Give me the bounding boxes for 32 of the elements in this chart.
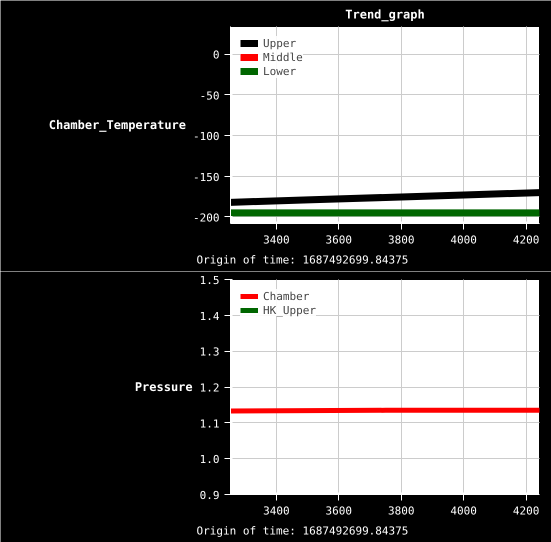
y-tick-label: -100 (193, 130, 220, 144)
y-axis-title: Pressure (134, 380, 193, 394)
legend-label: Chamber (263, 289, 310, 303)
x-tick-label: 3600 (326, 234, 352, 246)
text: Origin of time: 1687492699.84375 (196, 254, 408, 266)
y-tick-label: -50 (200, 89, 220, 102)
y-tick-label: 1.0 (200, 453, 220, 466)
legend-label: HK_Upper (263, 303, 316, 317)
y-tick-label: 1.2 (200, 382, 220, 394)
x-tick-label: 3800 (388, 504, 414, 518)
x-tick-label: 3400 (263, 504, 290, 518)
y-tick-label: 0.9 (200, 489, 220, 502)
y-tick-label: -200 (193, 211, 220, 224)
y-tick-label: -150 (193, 170, 220, 184)
x-tick-label: 4000 (450, 234, 477, 246)
legend-label: Middle (263, 50, 303, 64)
legend-label: Lower (263, 64, 296, 78)
x-tick-label: 4200 (512, 234, 540, 246)
y-axis-title: Chamber_Temperature (48, 118, 186, 132)
x-tick-label: 3600 (326, 504, 352, 518)
y-tick-label: 1.3 (200, 346, 220, 359)
x-tick-label: 3800 (388, 234, 414, 246)
y-tick-label: 1.4 (200, 310, 220, 323)
y-tick-label: 1.1 (200, 417, 220, 430)
chart-title: Trend_graph (345, 8, 425, 22)
legend-label: Upper (263, 36, 296, 50)
x-tick-label: 3400 (263, 234, 290, 246)
x-tick-label: 4000 (450, 504, 477, 518)
y-tick-label: 1.5 (200, 274, 220, 287)
x-tick-label: 4200 (512, 504, 540, 518)
y-tick-label: 0 (212, 48, 220, 62)
text: Origin of time: 1687492699.84375 (196, 524, 408, 538)
